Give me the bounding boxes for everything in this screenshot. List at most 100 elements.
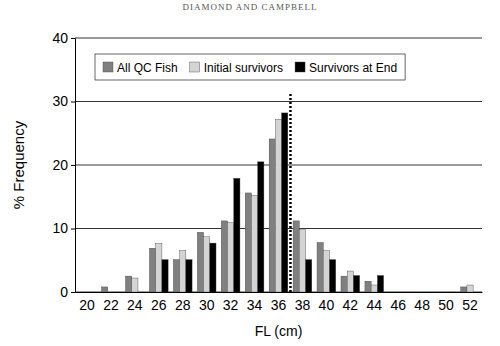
tick-mark xyxy=(71,292,75,293)
bar xyxy=(173,260,179,292)
tick: 26 xyxy=(151,292,167,313)
bar xyxy=(90,292,96,293)
legend: All QC Fish Initial survivors Survivors at… xyxy=(95,54,405,80)
tick: 48 xyxy=(414,292,430,313)
tick-label: 28 xyxy=(175,297,191,313)
tick-label: 32 xyxy=(223,297,239,313)
bar xyxy=(419,292,425,293)
tick-label: 44 xyxy=(366,297,382,313)
bar xyxy=(473,292,479,293)
bar xyxy=(282,113,288,292)
bar xyxy=(210,243,216,292)
bar xyxy=(114,292,120,293)
bar xyxy=(341,276,347,292)
title: DIAMOND AND CAMPBELL xyxy=(182,2,317,12)
tick-mark xyxy=(71,38,75,39)
bar xyxy=(197,232,203,292)
tick: 36 xyxy=(271,292,287,313)
bar xyxy=(293,221,299,292)
bar xyxy=(401,292,407,293)
tick-label: 22 xyxy=(103,297,119,313)
tick: 0 xyxy=(60,284,75,300)
bar xyxy=(204,237,210,292)
grid xyxy=(75,38,482,292)
grid-line xyxy=(75,38,482,39)
bar xyxy=(245,193,251,292)
bar xyxy=(186,260,192,292)
legend-label: All QC Fish xyxy=(117,61,178,75)
legend-box xyxy=(95,54,405,80)
bar xyxy=(323,251,329,292)
bar xyxy=(138,292,144,293)
bar xyxy=(306,260,312,292)
bar xyxy=(269,139,275,292)
y-axis-title: % Frequency xyxy=(10,120,27,209)
tick-label: 30 xyxy=(199,297,215,313)
tick: 44 xyxy=(366,292,382,313)
bar xyxy=(443,292,449,293)
legend-swatch xyxy=(103,62,113,72)
annotations xyxy=(290,94,291,292)
tick: 22 xyxy=(103,292,119,313)
bar xyxy=(461,287,467,292)
tick-mark xyxy=(71,229,75,230)
bar xyxy=(395,292,401,293)
tick-label: 24 xyxy=(127,297,143,313)
legend-label: Survivors at End xyxy=(309,61,397,75)
tick-label: 0 xyxy=(60,284,68,300)
bar xyxy=(377,275,383,292)
bars xyxy=(102,113,474,292)
bar xyxy=(413,292,419,293)
tick-label: 26 xyxy=(151,297,167,313)
legend-swatch xyxy=(190,62,200,72)
bar xyxy=(371,285,377,292)
tick: 42 xyxy=(343,292,359,313)
bar xyxy=(132,278,138,292)
bar xyxy=(365,281,371,292)
tick: 30 xyxy=(52,93,75,109)
bar xyxy=(221,221,227,292)
bar xyxy=(425,292,431,293)
bar xyxy=(353,275,359,292)
bar xyxy=(258,162,264,292)
tick: 32 xyxy=(223,292,239,313)
axis-line xyxy=(71,39,76,293)
bar xyxy=(317,242,323,292)
chart: DIAMOND AND CAMPBELL01020304020222426283… xyxy=(0,0,500,346)
bar xyxy=(156,244,162,292)
tick-label: 10 xyxy=(52,220,68,236)
bar xyxy=(228,223,234,292)
bar xyxy=(467,285,473,292)
bar xyxy=(347,271,353,292)
tick-label: 48 xyxy=(414,297,430,313)
tick-label: 50 xyxy=(438,297,454,313)
tick-label: 40 xyxy=(319,297,335,313)
bar xyxy=(234,178,240,292)
bar xyxy=(126,276,132,292)
tick: 24 xyxy=(127,292,143,313)
tick-label: 20 xyxy=(79,297,95,313)
tick: 34 xyxy=(247,292,263,313)
tick-label: 42 xyxy=(343,297,359,313)
tick-label: 46 xyxy=(390,297,406,313)
tick-mark xyxy=(71,102,75,103)
bar xyxy=(299,230,305,292)
bar xyxy=(84,292,90,293)
tick: 50 xyxy=(438,292,454,313)
tick: 28 xyxy=(175,292,191,313)
bar xyxy=(180,251,186,292)
bar xyxy=(162,260,168,292)
legend-label: Initial survivors xyxy=(204,61,283,75)
bar xyxy=(329,260,335,292)
plot: 0102030402022242628303234363840424446485… xyxy=(52,30,482,313)
tick-mark xyxy=(71,165,75,166)
tick: 10 xyxy=(52,220,75,236)
tick-label: 36 xyxy=(271,297,287,313)
bar xyxy=(78,292,84,293)
legend-item: Survivors at End xyxy=(295,61,397,75)
y-axis: 010203040 xyxy=(52,30,75,300)
bar xyxy=(437,292,443,293)
x-axis-title: FL (cm) xyxy=(255,323,303,339)
bar xyxy=(251,195,257,292)
tick: 52 xyxy=(462,292,478,313)
